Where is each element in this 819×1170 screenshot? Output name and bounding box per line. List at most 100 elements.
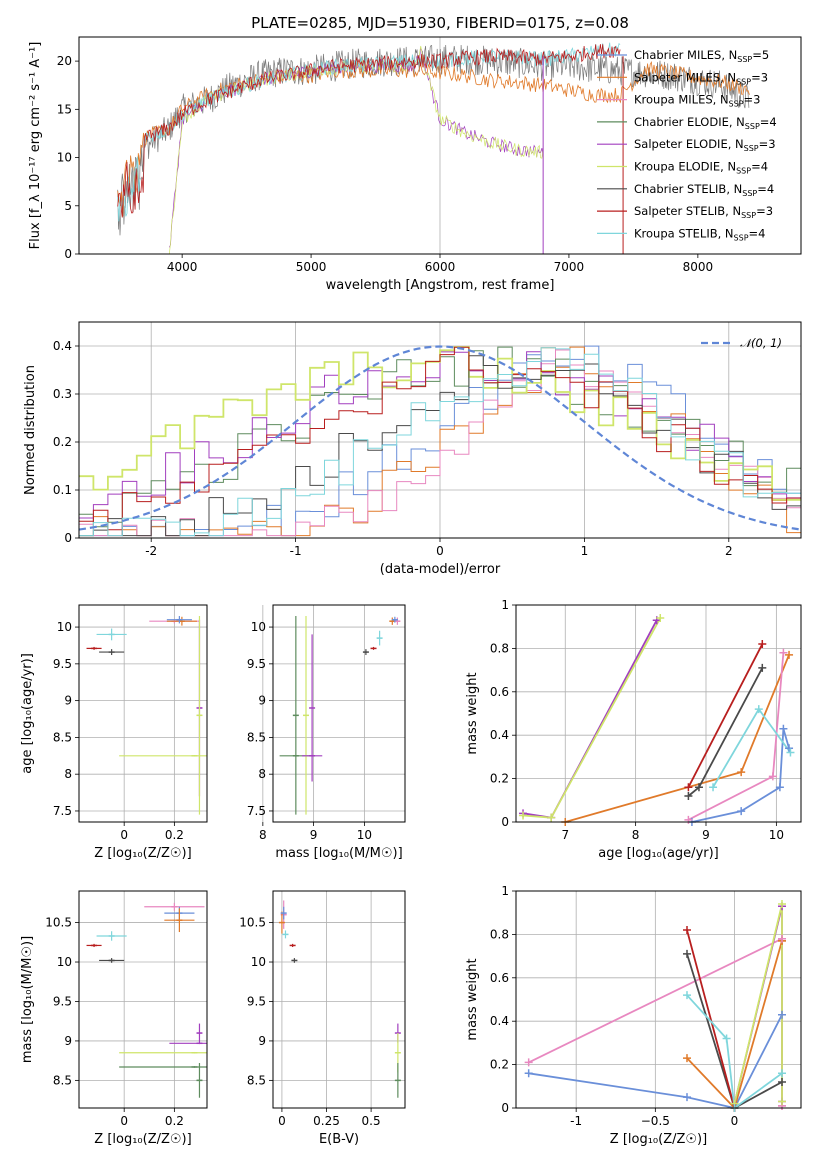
x-tick-label: 9 xyxy=(310,828,318,842)
x-tick-label: 0.2 xyxy=(165,1114,184,1128)
series-marker xyxy=(778,1010,786,1019)
series-line xyxy=(686,929,736,1108)
x-tick-label: 10 xyxy=(357,828,372,842)
y-tick-label: 9 xyxy=(258,1034,266,1048)
y-tick-label: 10 xyxy=(57,620,72,634)
mass-vs-ebv-panel: 0 0.25 0.5 8.5 9 9.5 10 10.5 E(B-V) xyxy=(239,890,406,1147)
y-tick-label: 0.1 xyxy=(53,483,72,497)
y-tick-label: 0.4 xyxy=(490,1014,509,1028)
y-tick-label: 9.5 xyxy=(53,657,72,671)
weight-vs-age-panel: 7 8 9 10 0 0.2 0.4 0.6 0.8 1 age [log₁₀(age/yr)] ma… xyxy=(465,598,802,861)
legend-entry: Salpeter MILES, NSSP=3 xyxy=(634,70,768,86)
y-tick-label: 0.2 xyxy=(490,772,509,786)
plot-area xyxy=(79,345,801,537)
y-tick-label: 7.5 xyxy=(247,804,266,818)
y-axis-label: Flux [f_λ 10⁻¹⁷ erg cm⁻² s⁻¹ A⁻¹] xyxy=(28,42,43,250)
x-tick-label: 0.5 xyxy=(362,1114,381,1128)
series-line xyxy=(733,903,783,1104)
series-line xyxy=(528,1014,783,1108)
series-line xyxy=(687,643,764,788)
plot-area xyxy=(86,616,207,815)
y-tick-label: 0.3 xyxy=(53,387,72,401)
axes-frame xyxy=(78,604,208,823)
series-line xyxy=(522,617,662,819)
y-tick-label: 9 xyxy=(258,694,266,708)
series-marker xyxy=(768,772,777,781)
y-tick-label: 0 xyxy=(501,1101,509,1115)
series-marker xyxy=(785,744,794,753)
y-tick-label: 0.4 xyxy=(53,339,72,353)
y-tick-label: 10 xyxy=(57,955,72,969)
legend-entry: 𝒩(0, 1) xyxy=(740,336,782,350)
y-tick-label: 10.5 xyxy=(239,916,266,930)
legend-entry: Chabrier ELODIE, NSSP=4 xyxy=(634,115,777,131)
y-tick-label: 9.5 xyxy=(247,994,266,1008)
plot-area xyxy=(117,42,750,254)
series-line xyxy=(686,953,783,1108)
y-tick-label: 8.5 xyxy=(53,730,72,744)
weight-vs-z-panel: -1 −0.5 0 0 0.2 0.4 0.6 0.8 1 Z [log₁₀(Z/Z☉)] mass… xyxy=(465,884,802,1147)
x-tick-label: 7 xyxy=(561,828,569,842)
x-tick-label: 8 xyxy=(632,828,640,842)
series-marker xyxy=(709,783,718,792)
y-axis-label: mass weight xyxy=(465,672,480,754)
y-axis-label: mass weight xyxy=(465,958,480,1040)
y-tick-label: 0.4 xyxy=(490,728,509,742)
x-tick-label: 4000 xyxy=(167,260,198,274)
axes-frame xyxy=(78,890,208,1109)
series-marker xyxy=(758,663,767,672)
axes-frame xyxy=(78,36,802,255)
y-tick-label: 1 xyxy=(501,598,509,612)
y-tick-label: 10 xyxy=(251,955,266,969)
x-tick-label: 0.2 xyxy=(165,828,184,842)
y-tick-label: 8.5 xyxy=(247,730,266,744)
y-tick-label: 9 xyxy=(64,1034,72,1048)
legend-entry: Kroupa STELIB, NSSP=4 xyxy=(634,226,765,242)
x-tick-label: 2 xyxy=(725,544,733,558)
x-tick-label: 0 xyxy=(436,544,444,558)
series-marker xyxy=(786,748,795,757)
y-tick-label: 8.5 xyxy=(53,1073,72,1087)
x-axis-label: Z [log₁₀(Z/Z☉)] xyxy=(610,1132,707,1147)
x-tick-label: 0 xyxy=(278,1114,286,1128)
y-tick-label: 10.5 xyxy=(45,916,72,930)
histogram-series xyxy=(79,355,801,537)
y-tick-label: 9 xyxy=(64,694,72,708)
x-tick-label: 6000 xyxy=(425,260,456,274)
series-marker xyxy=(779,648,788,657)
x-tick-label: −0.5 xyxy=(641,1114,670,1128)
x-tick-label: 9 xyxy=(702,828,710,842)
legend-entry: Chabrier MILES, NSSP=5 xyxy=(634,48,769,64)
legend-entry: Salpeter ELODIE, NSSP=3 xyxy=(634,137,776,153)
x-tick-label: 8000 xyxy=(683,260,714,274)
legend-entry: Kroupa MILES, NSSP=3 xyxy=(634,93,760,109)
x-tick-label: -2 xyxy=(145,544,157,558)
y-tick-label: 10 xyxy=(57,151,72,165)
series-marker xyxy=(656,614,665,623)
y-axis-label: age [log₁₀(age/yr)] xyxy=(20,653,35,774)
normal-curve xyxy=(79,345,801,531)
spectrum-legend: Chabrier MILES, NSSP=5 Salpeter MILES, NS… xyxy=(597,48,777,242)
legend-entry: Chabrier STELIB, NSSP=4 xyxy=(634,182,774,198)
series-marker xyxy=(758,640,767,649)
y-tick-label: 7.5 xyxy=(53,804,72,818)
x-tick-label: 0 xyxy=(120,1114,128,1128)
x-tick-label: 8 xyxy=(259,828,267,842)
y-tick-label: 8 xyxy=(258,767,266,781)
series-marker xyxy=(524,1058,533,1067)
x-tick-label: 0.25 xyxy=(313,1114,340,1128)
series-marker xyxy=(684,783,693,792)
series-marker xyxy=(778,934,786,943)
y-tick-label: 9.5 xyxy=(247,657,266,671)
y-tick-label: 1 xyxy=(501,884,509,898)
x-tick-label: -1 xyxy=(290,544,302,558)
age-vs-mass-panel: 8 9 10 7.5 8 8.5 9 9.5 10 mass [log₁₀(M/M☉)] xyxy=(247,604,406,861)
x-axis-label: Z [log₁₀(Z/Z☉)] xyxy=(94,846,191,861)
y-tick-label: 0 xyxy=(64,247,72,261)
series-marker xyxy=(737,768,746,777)
y-tick-label: 0.2 xyxy=(53,435,72,449)
plot-area xyxy=(279,616,401,815)
axes-frame xyxy=(515,890,802,1109)
x-tick-label: 0 xyxy=(120,828,128,842)
